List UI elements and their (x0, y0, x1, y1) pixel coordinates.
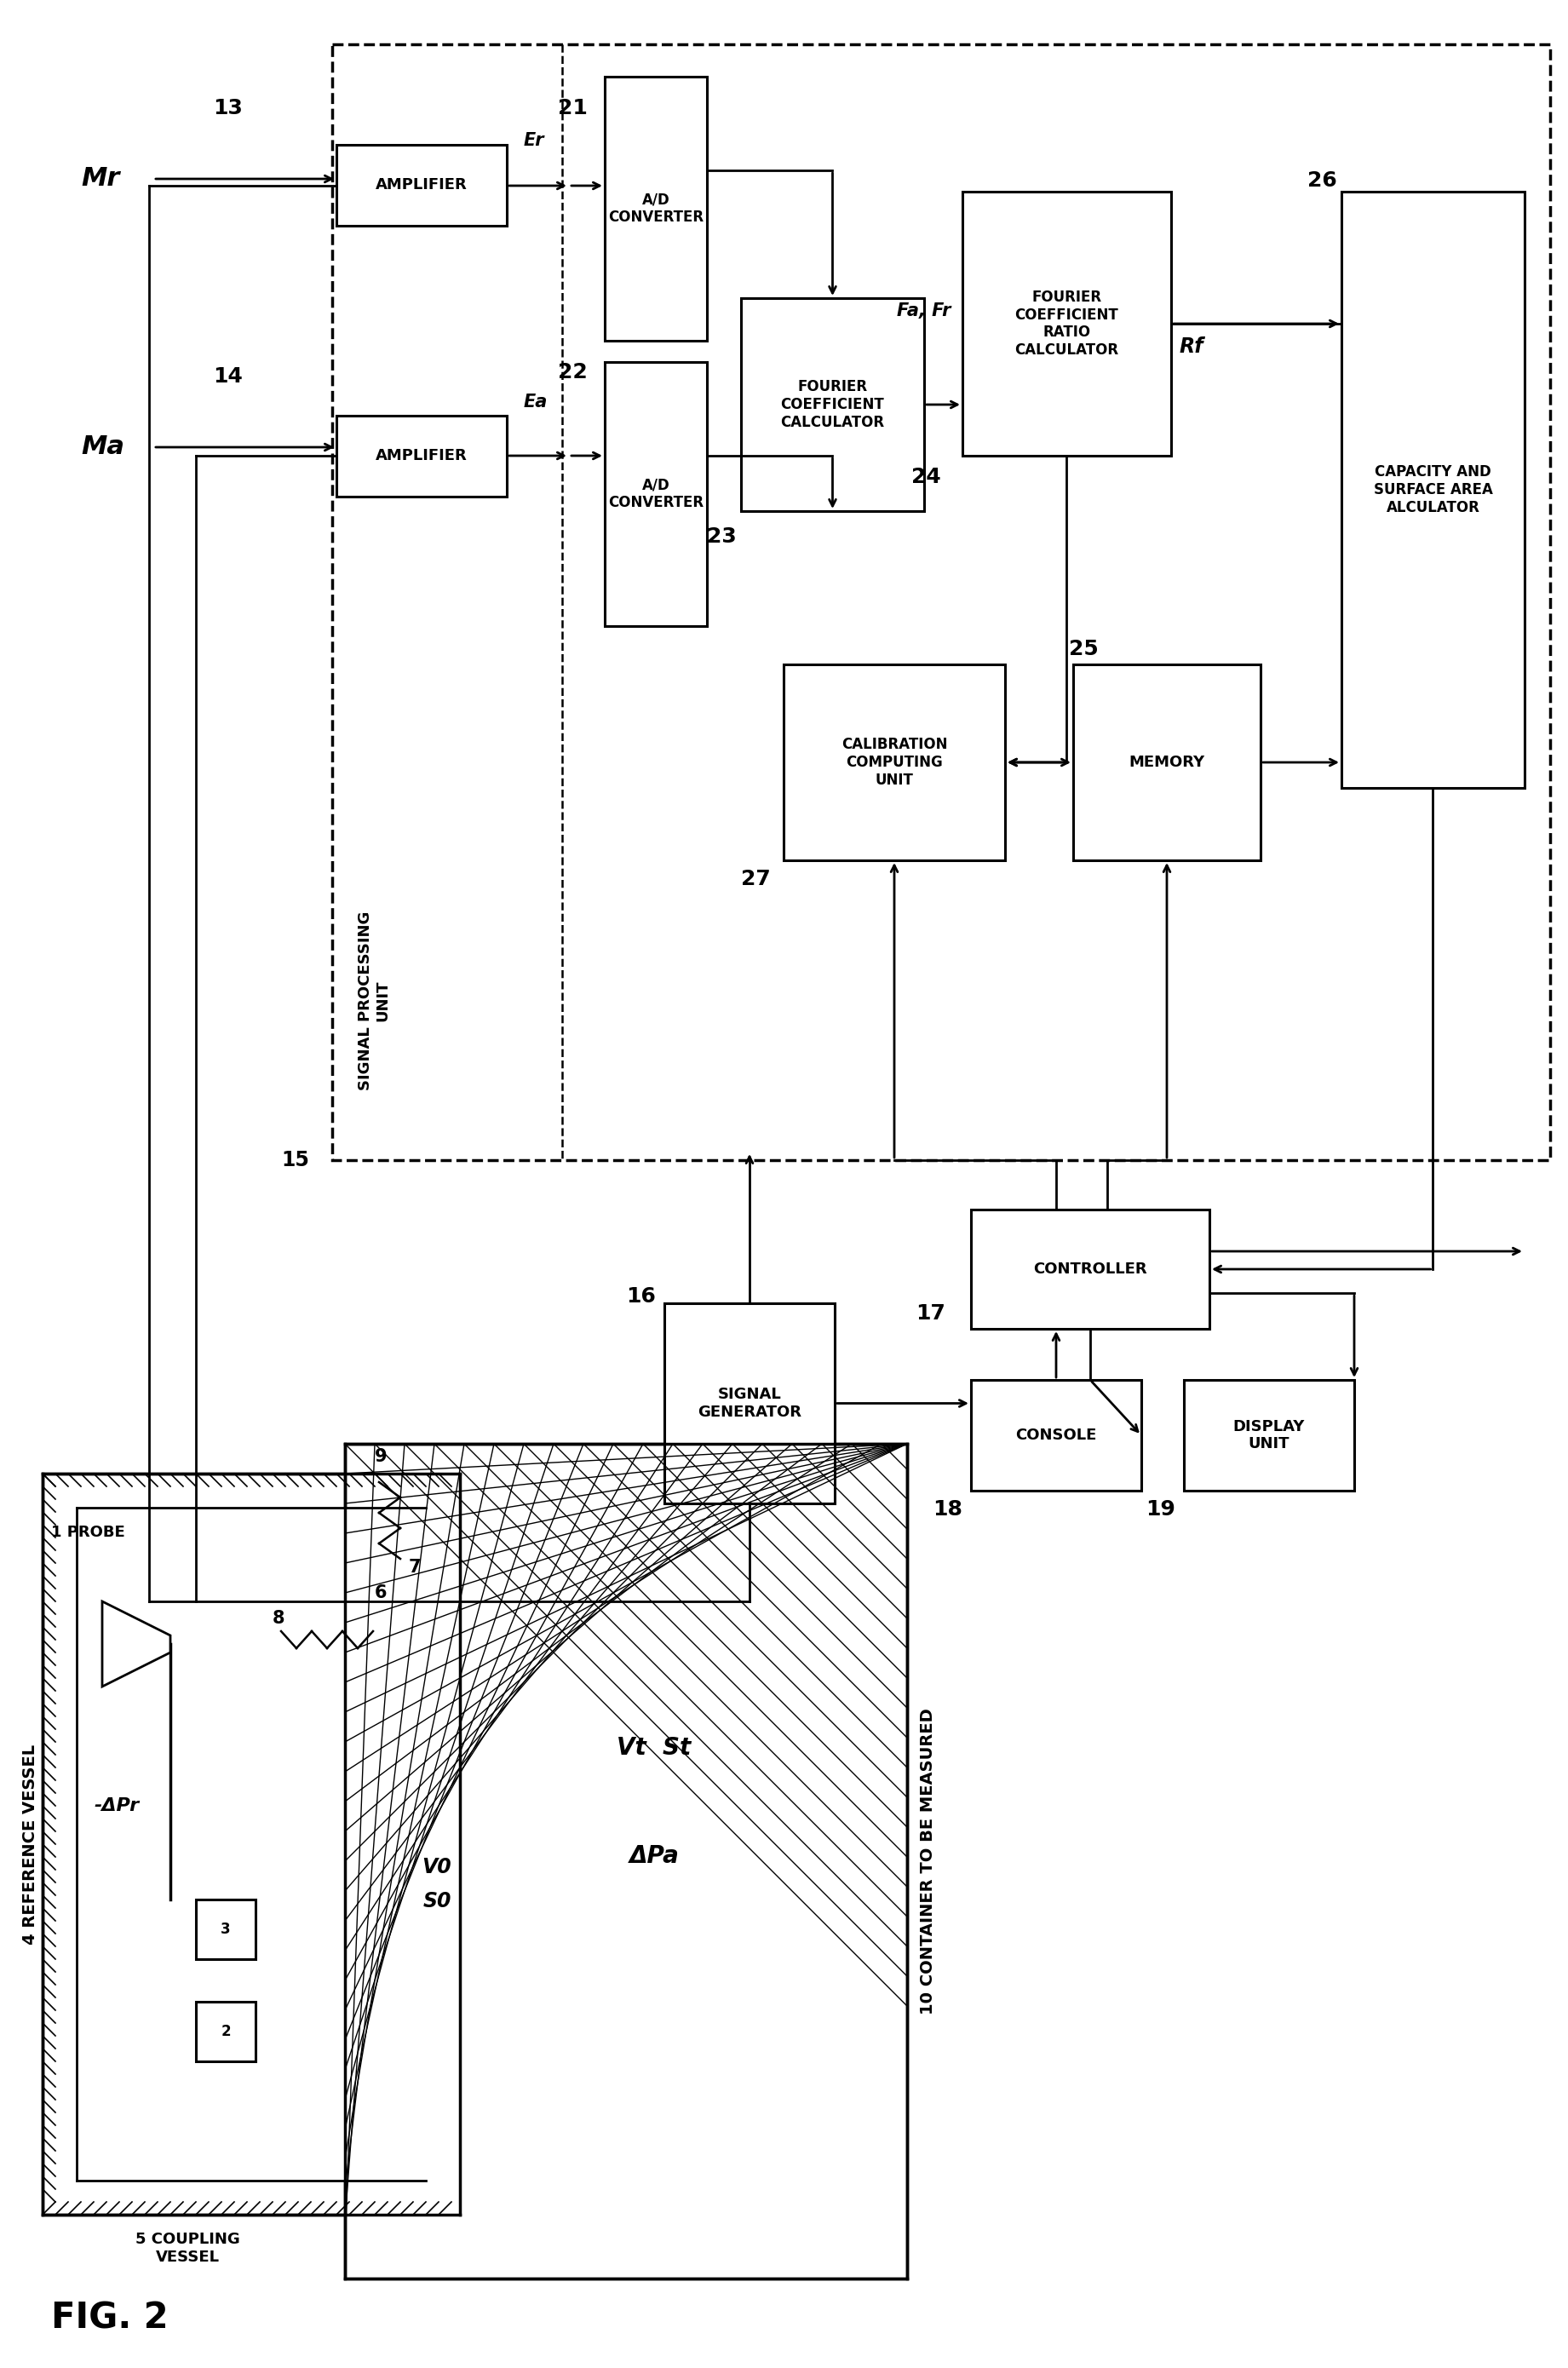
Text: Mr: Mr (82, 166, 119, 192)
Bar (784, 665, 1005, 860)
Bar (971, 1210, 1209, 1328)
Text: 17: 17 (916, 1302, 946, 1324)
Text: CONTROLLER: CONTROLLER (1033, 1262, 1148, 1276)
Bar (605, 76, 707, 341)
Text: 2: 2 (221, 2025, 230, 2039)
Text: CALIBRATION
COMPUTING
UNIT: CALIBRATION COMPUTING UNIT (842, 736, 947, 789)
Text: Rf: Rf (1179, 336, 1204, 358)
Text: MEMORY: MEMORY (1129, 755, 1204, 770)
Text: 16: 16 (626, 1286, 655, 1307)
Text: 8: 8 (273, 1610, 285, 1627)
Text: 27: 27 (742, 869, 770, 890)
Text: 5 COUPLING
VESSEL: 5 COUPLING VESSEL (135, 2231, 240, 2264)
Text: 18: 18 (933, 1499, 963, 1520)
Text: 19: 19 (1146, 1499, 1176, 1520)
Bar (337, 417, 506, 497)
Text: V0: V0 (422, 1857, 452, 1878)
Bar (1184, 1381, 1355, 1489)
Text: 25: 25 (1069, 639, 1099, 658)
Text: ΔPa: ΔPa (629, 1845, 679, 1868)
Text: 24: 24 (911, 466, 941, 488)
Text: CONSOLE: CONSOLE (1016, 1428, 1096, 1442)
Text: FOURIER
COEFFICIENT
CALCULATOR: FOURIER COEFFICIENT CALCULATOR (781, 379, 884, 431)
Text: FIG. 2: FIG. 2 (52, 2299, 168, 2335)
Bar (1342, 192, 1524, 789)
Text: 26: 26 (1308, 170, 1338, 192)
Text: AMPLIFIER: AMPLIFIER (376, 448, 467, 464)
Text: A/D
CONVERTER: A/D CONVERTER (608, 192, 704, 225)
Text: 3: 3 (221, 1923, 230, 1937)
Text: 9: 9 (375, 1449, 387, 1466)
Bar (971, 1381, 1142, 1489)
Text: 4 REFERENCE VESSEL: 4 REFERENCE VESSEL (22, 1743, 38, 1944)
Bar (742, 298, 924, 511)
Bar (963, 192, 1171, 455)
Text: 14: 14 (213, 367, 243, 386)
Text: Ma: Ma (82, 433, 124, 459)
Text: FOURIER
COEFFICIENT
RATIO
CALCULATOR: FOURIER COEFFICIENT RATIO CALCULATOR (1014, 289, 1120, 358)
Bar (1073, 665, 1261, 860)
Text: 10 CONTAINER TO BE MEASURED: 10 CONTAINER TO BE MEASURED (920, 1707, 936, 2015)
Text: SIGNAL
GENERATOR: SIGNAL GENERATOR (698, 1388, 801, 1421)
Bar (337, 144, 506, 225)
Bar (196, 1899, 256, 1958)
Text: -ΔPr: -ΔPr (94, 1797, 140, 1814)
Polygon shape (102, 1601, 171, 1686)
Text: Ea: Ea (524, 393, 547, 410)
Text: 1 PROBE: 1 PROBE (52, 1525, 125, 1539)
Bar (345, 1444, 906, 2278)
Text: SIGNAL PROCESSING
UNIT: SIGNAL PROCESSING UNIT (358, 912, 390, 1089)
Bar (42, 1473, 459, 2214)
Text: CAPACITY AND
SURFACE AREA
ALCULATOR: CAPACITY AND SURFACE AREA ALCULATOR (1374, 464, 1493, 516)
Text: Fa, Fr: Fa, Fr (897, 303, 952, 320)
Text: Vt  St: Vt St (616, 1736, 691, 1759)
Text: 6: 6 (375, 1584, 387, 1601)
Bar (332, 45, 1551, 1160)
Text: 13: 13 (213, 97, 243, 118)
Bar (665, 1302, 834, 1504)
Text: 22: 22 (558, 362, 588, 384)
Text: 7: 7 (409, 1558, 422, 1575)
Bar (605, 362, 707, 625)
Text: A/D
CONVERTER: A/D CONVERTER (608, 478, 704, 511)
Text: 21: 21 (558, 97, 588, 118)
Text: Er: Er (524, 133, 544, 149)
Bar (77, 1508, 426, 2181)
Bar (196, 2001, 256, 2063)
Text: 15: 15 (281, 1151, 309, 1170)
Text: S0: S0 (423, 1892, 452, 1911)
Text: 23: 23 (707, 526, 737, 547)
Text: AMPLIFIER: AMPLIFIER (376, 178, 467, 192)
Text: DISPLAY
UNIT: DISPLAY UNIT (1232, 1418, 1305, 1452)
